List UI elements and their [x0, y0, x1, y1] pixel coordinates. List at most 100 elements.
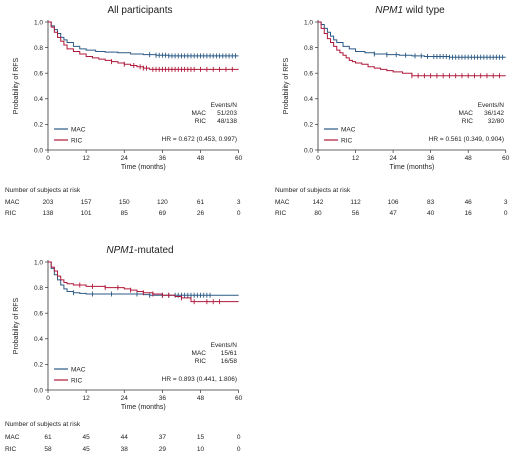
risk-count: 203 — [43, 199, 54, 206]
x-tick-label: 0 — [46, 395, 50, 402]
risk-count: 38 — [121, 446, 129, 453]
x-tick-label: 0 — [316, 155, 320, 162]
risk-count: 0 — [504, 210, 508, 217]
risk-row-label-ric: RIC — [275, 210, 287, 217]
km-panel-2: NPM1 wild type 0.0 0.2 0.4 0.6 0.8 1.0 0 12 24 36 4… — [275, 5, 510, 217]
events-label-ric: RIC — [195, 118, 207, 125]
risk-count: 3 — [237, 199, 241, 206]
km-curve-mac — [318, 21, 506, 58]
risk-count: 56 — [352, 210, 360, 217]
risk-count: 58 — [44, 446, 52, 453]
risk-table-title: Number of subjects at risk — [5, 421, 81, 428]
risk-count: 0 — [237, 210, 241, 217]
risk-count: 40 — [427, 210, 435, 217]
risk-count: 15 — [197, 434, 205, 441]
risk-count: 150 — [119, 199, 130, 206]
risk-count: 10 — [197, 446, 205, 453]
legend-label-mac: MAC — [71, 366, 86, 373]
y-axis-label: Probability of RFS — [13, 57, 20, 114]
km-curve-mac — [48, 21, 239, 57]
y-tick-label: 1.0 — [34, 19, 43, 26]
y-tick-label: 0.2 — [34, 362, 43, 369]
x-tick-label: 48 — [197, 395, 205, 402]
risk-count: 157 — [81, 199, 92, 206]
x-tick-label: 12 — [352, 155, 360, 162]
km-curve-ric — [48, 21, 239, 70]
risk-table-title: Number of subjects at risk — [275, 187, 351, 194]
x-axis-label: Time (months) — [389, 164, 434, 171]
events-label-mac: MAC — [192, 350, 207, 357]
y-tick-label: 0.6 — [34, 311, 43, 318]
legend-label-mac: MAC — [341, 126, 356, 133]
km-panel-3: NPM1-mutated 0.0 0.2 0.4 0.6 0.8 1.0 0 12 24 36 48 6… — [5, 245, 243, 453]
x-axis-label: Time (months) — [121, 164, 166, 171]
panel-title: All participants — [107, 5, 172, 16]
x-tick-label: 0 — [46, 155, 50, 162]
y-tick-label: 0.8 — [34, 45, 43, 52]
x-tick-label: 36 — [159, 395, 167, 402]
y-tick-label: 0.4 — [304, 96, 313, 103]
x-tick-label: 24 — [121, 155, 129, 162]
legend-label-mac: MAC — [71, 126, 86, 133]
risk-count: 47 — [389, 210, 397, 217]
risk-count: 26 — [197, 210, 205, 217]
y-tick-label: 0.0 — [34, 387, 43, 394]
events-label-ric: RIC — [195, 358, 207, 365]
risk-count: 3 — [504, 199, 508, 206]
legend-label-ric: RIC — [71, 377, 83, 384]
y-tick-label: 1.0 — [304, 19, 313, 26]
legend-label-ric: RIC — [341, 137, 353, 144]
y-tick-label: 0.8 — [34, 285, 43, 292]
risk-row-label-ric: RIC — [5, 446, 17, 453]
risk-count: 80 — [314, 210, 322, 217]
x-tick-label: 36 — [159, 155, 167, 162]
y-tick-label: 1.0 — [34, 259, 43, 266]
risk-count: 142 — [313, 199, 324, 206]
panel-title: NPM1 wild type — [375, 5, 445, 16]
legend-label-ric: RIC — [71, 137, 83, 144]
x-tick-label: 36 — [427, 155, 435, 162]
hazard-ratio: HR = 0.672 (0.453, 0.997) — [162, 136, 237, 143]
risk-count: 69 — [159, 210, 167, 217]
y-tick-label: 0.8 — [304, 45, 313, 52]
risk-count: 138 — [43, 210, 54, 217]
x-tick-label: 24 — [389, 155, 397, 162]
events-value-mac: 36/142 — [484, 110, 504, 117]
risk-count: 83 — [427, 199, 435, 206]
x-tick-label: 12 — [83, 155, 91, 162]
risk-count: 46 — [465, 199, 473, 206]
y-tick-label: 0.0 — [304, 147, 313, 154]
km-curve-ric — [48, 261, 239, 303]
risk-count: 16 — [465, 210, 473, 217]
risk-count: 61 — [44, 434, 52, 441]
x-tick-label: 48 — [465, 155, 473, 162]
risk-count: 101 — [81, 210, 92, 217]
events-value-mac: 15/61 — [221, 350, 238, 357]
risk-count: 120 — [157, 199, 168, 206]
risk-count: 45 — [83, 434, 91, 441]
risk-count: 0 — [237, 446, 241, 453]
events-label-mac: MAC — [192, 110, 207, 117]
km-curve-ric — [318, 21, 506, 77]
x-tick-label: 24 — [121, 395, 129, 402]
events-value-mac: 51/203 — [217, 110, 237, 117]
y-tick-label: 0.0 — [34, 147, 43, 154]
km-panel-1: All participants 0.0 0.2 0.4 0.6 0.8 1.0 0 12 24 3… — [5, 5, 243, 217]
x-tick-label: 60 — [235, 395, 243, 402]
y-tick-label: 0.4 — [34, 336, 43, 343]
y-tick-label: 0.6 — [34, 71, 43, 78]
events-label-ric: RIC — [462, 118, 474, 125]
events-value-ric: 32/80 — [488, 118, 505, 125]
x-tick-label: 60 — [235, 155, 243, 162]
hazard-ratio: HR = 0.561 (0.349, 0.904) — [429, 136, 504, 143]
y-tick-label: 0.6 — [304, 71, 313, 78]
events-header: Events/N — [211, 342, 238, 349]
risk-count: 29 — [159, 446, 167, 453]
panel-title: NPM1-mutated — [106, 245, 173, 256]
risk-count: 45 — [83, 446, 91, 453]
events-value-ric: 48/138 — [217, 118, 237, 125]
risk-row-label-mac: MAC — [275, 199, 290, 206]
risk-count: 37 — [159, 434, 167, 441]
y-tick-label: 0.2 — [34, 122, 43, 129]
